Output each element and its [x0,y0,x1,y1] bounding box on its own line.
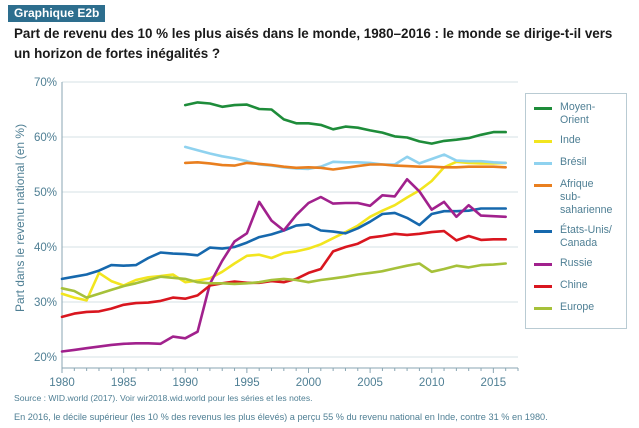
x-tick-label: 2015 [481,377,507,389]
series-line-russie [60,178,508,353]
legend-item: Moyen- Orient [526,101,626,127]
y-tick-label: 30% [34,297,57,309]
x-tick-label: 2010 [419,377,445,389]
legend-item: Inde [526,134,626,147]
legend-swatch [534,184,552,187]
legend-label: Inde [560,134,626,147]
series-line-afrique-sub-saharienne [183,161,508,171]
legend-label: Afrique sub-saharienne [560,178,626,217]
x-tick-label: 2000 [296,377,322,389]
legend-item: États-Unis/Canada [526,224,626,250]
y-tick-label: 60% [34,132,57,144]
y-tick-label: 70% [34,77,57,89]
legend-item: Chine [526,279,626,292]
legend-label: Chine [560,279,626,292]
legend-swatch [534,230,552,233]
series-line-europe [60,262,508,299]
legend-swatch [534,307,552,310]
series-line-moyen-orient [183,101,508,145]
legend-swatch [534,107,552,110]
series-layer [60,101,508,353]
legend-swatch [534,162,552,165]
y-tick-label: 20% [34,352,57,364]
chart-title: Part de revenu des 10 % les plus aisés d… [14,26,613,61]
legend-label: Russie [560,257,626,270]
y-tick-label: 50% [34,187,57,199]
series-line-br-sil [183,145,508,171]
series-line-chine [60,229,508,319]
x-tick-label: 1980 [49,377,75,389]
legend-swatch [534,263,552,266]
legend-label-line: Moyen- [560,101,596,113]
legend-item: Afrique sub-saharienne [526,178,626,217]
legend-item: Europe [526,301,626,314]
legend-label-line: Afrique [560,178,594,190]
y-axis-label: Part dans le revenu national (en %) [13,124,27,312]
legend-item: Russie [526,257,626,270]
footnote: En 2016, le décile supérieur (les 10 % d… [14,412,548,422]
legend-swatch [534,140,552,143]
y-tick-label: 40% [34,242,57,254]
legend-label-line: Europe [560,301,595,313]
series-line--tats-unis-canada [60,207,508,281]
legend-label-line: Orient [560,114,589,126]
legend-label: Brésil [560,156,626,169]
x-tick-label: 1985 [111,377,137,389]
x-tick-label: 2005 [357,377,383,389]
x-tick-label: 1995 [234,377,260,389]
chart-legend: Moyen- Orient Inde Brésil Afrique sub-saharie… [525,93,627,329]
legend-label-line: Canada [560,237,598,249]
x-tick-label: 1990 [172,377,198,389]
legend-label-line: Russie [560,257,593,269]
legend-label-line: Inde [560,134,581,146]
legend-label-line: États-Unis/ [560,224,612,236]
legend-label-line: sub-saharienne [560,191,613,216]
source-note: Source : WID.world (2017). Voir wir2018.… [14,393,313,403]
legend-item: Brésil [526,156,626,169]
figure-badge: Graphique E2b [8,5,106,22]
legend-label: Moyen- Orient [560,101,626,127]
legend-swatch [534,285,552,288]
grid-layer [62,81,518,358]
legend-label: Europe [560,301,626,314]
legend-label: États-Unis/Canada [560,224,626,250]
legend-label-line: Brésil [560,156,587,168]
axes-layer: 20% 30% 40% 50% 60% 70% 1980 1985 1990 1995 2000 20… [34,77,519,389]
legend-label-line: Chine [560,279,588,291]
series-line-inde [60,160,508,302]
